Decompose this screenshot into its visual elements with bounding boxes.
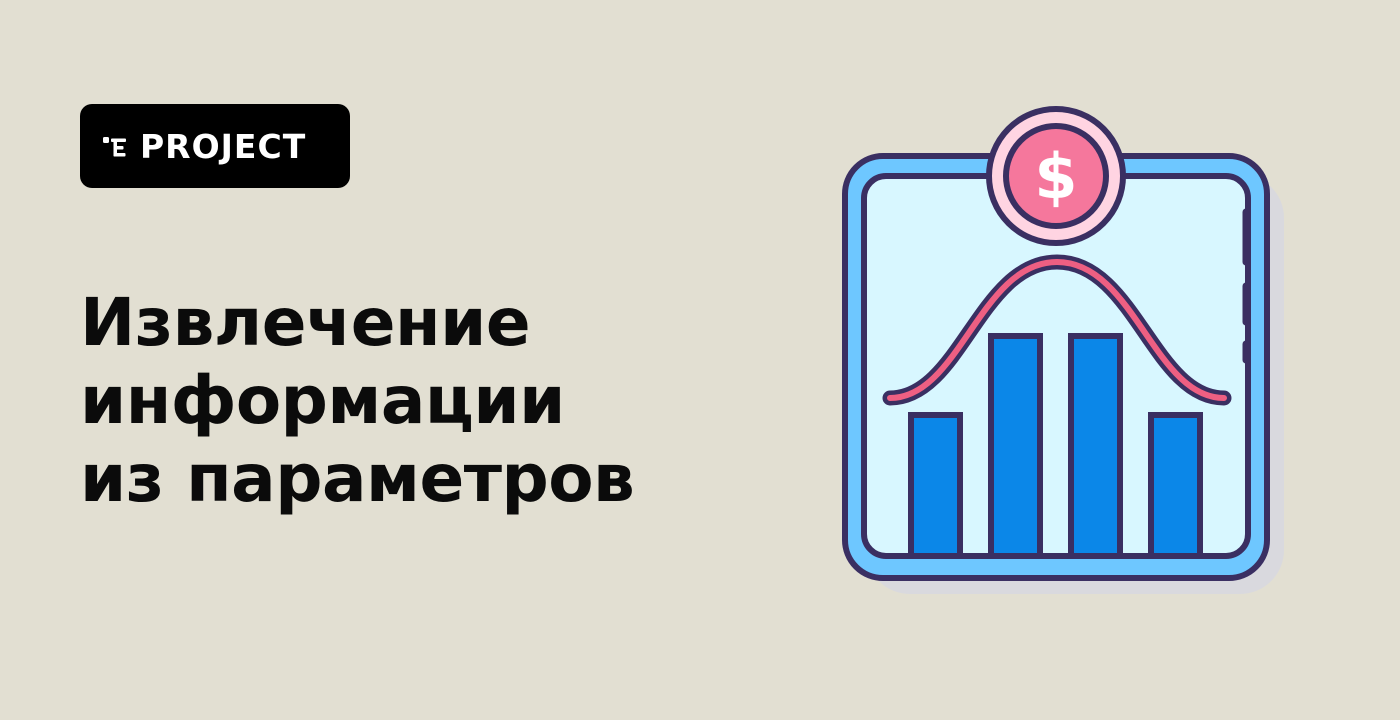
illustration-bar-2 — [988, 333, 1043, 559]
title-line-2: информации — [80, 362, 565, 439]
project-logo-icon — [103, 137, 126, 157]
illustration-bar-1 — [908, 412, 963, 559]
title-line-3: из параметров — [80, 440, 635, 517]
illustration-bar-3 — [1068, 333, 1123, 559]
chart-with-dollar-icon: $ — [842, 106, 1284, 594]
project-badge-label: PROJECT — [140, 126, 307, 166]
coin — [1003, 123, 1109, 229]
page-title: Извлечение информации из параметров — [80, 284, 700, 518]
project-badge: PROJECT — [80, 104, 350, 188]
title-line-1: Извлечение — [80, 284, 531, 361]
illustration-bar-4 — [1148, 412, 1203, 559]
illustration-curve — [887, 258, 1227, 401]
coin-dollar-sign: $ — [1034, 140, 1077, 213]
